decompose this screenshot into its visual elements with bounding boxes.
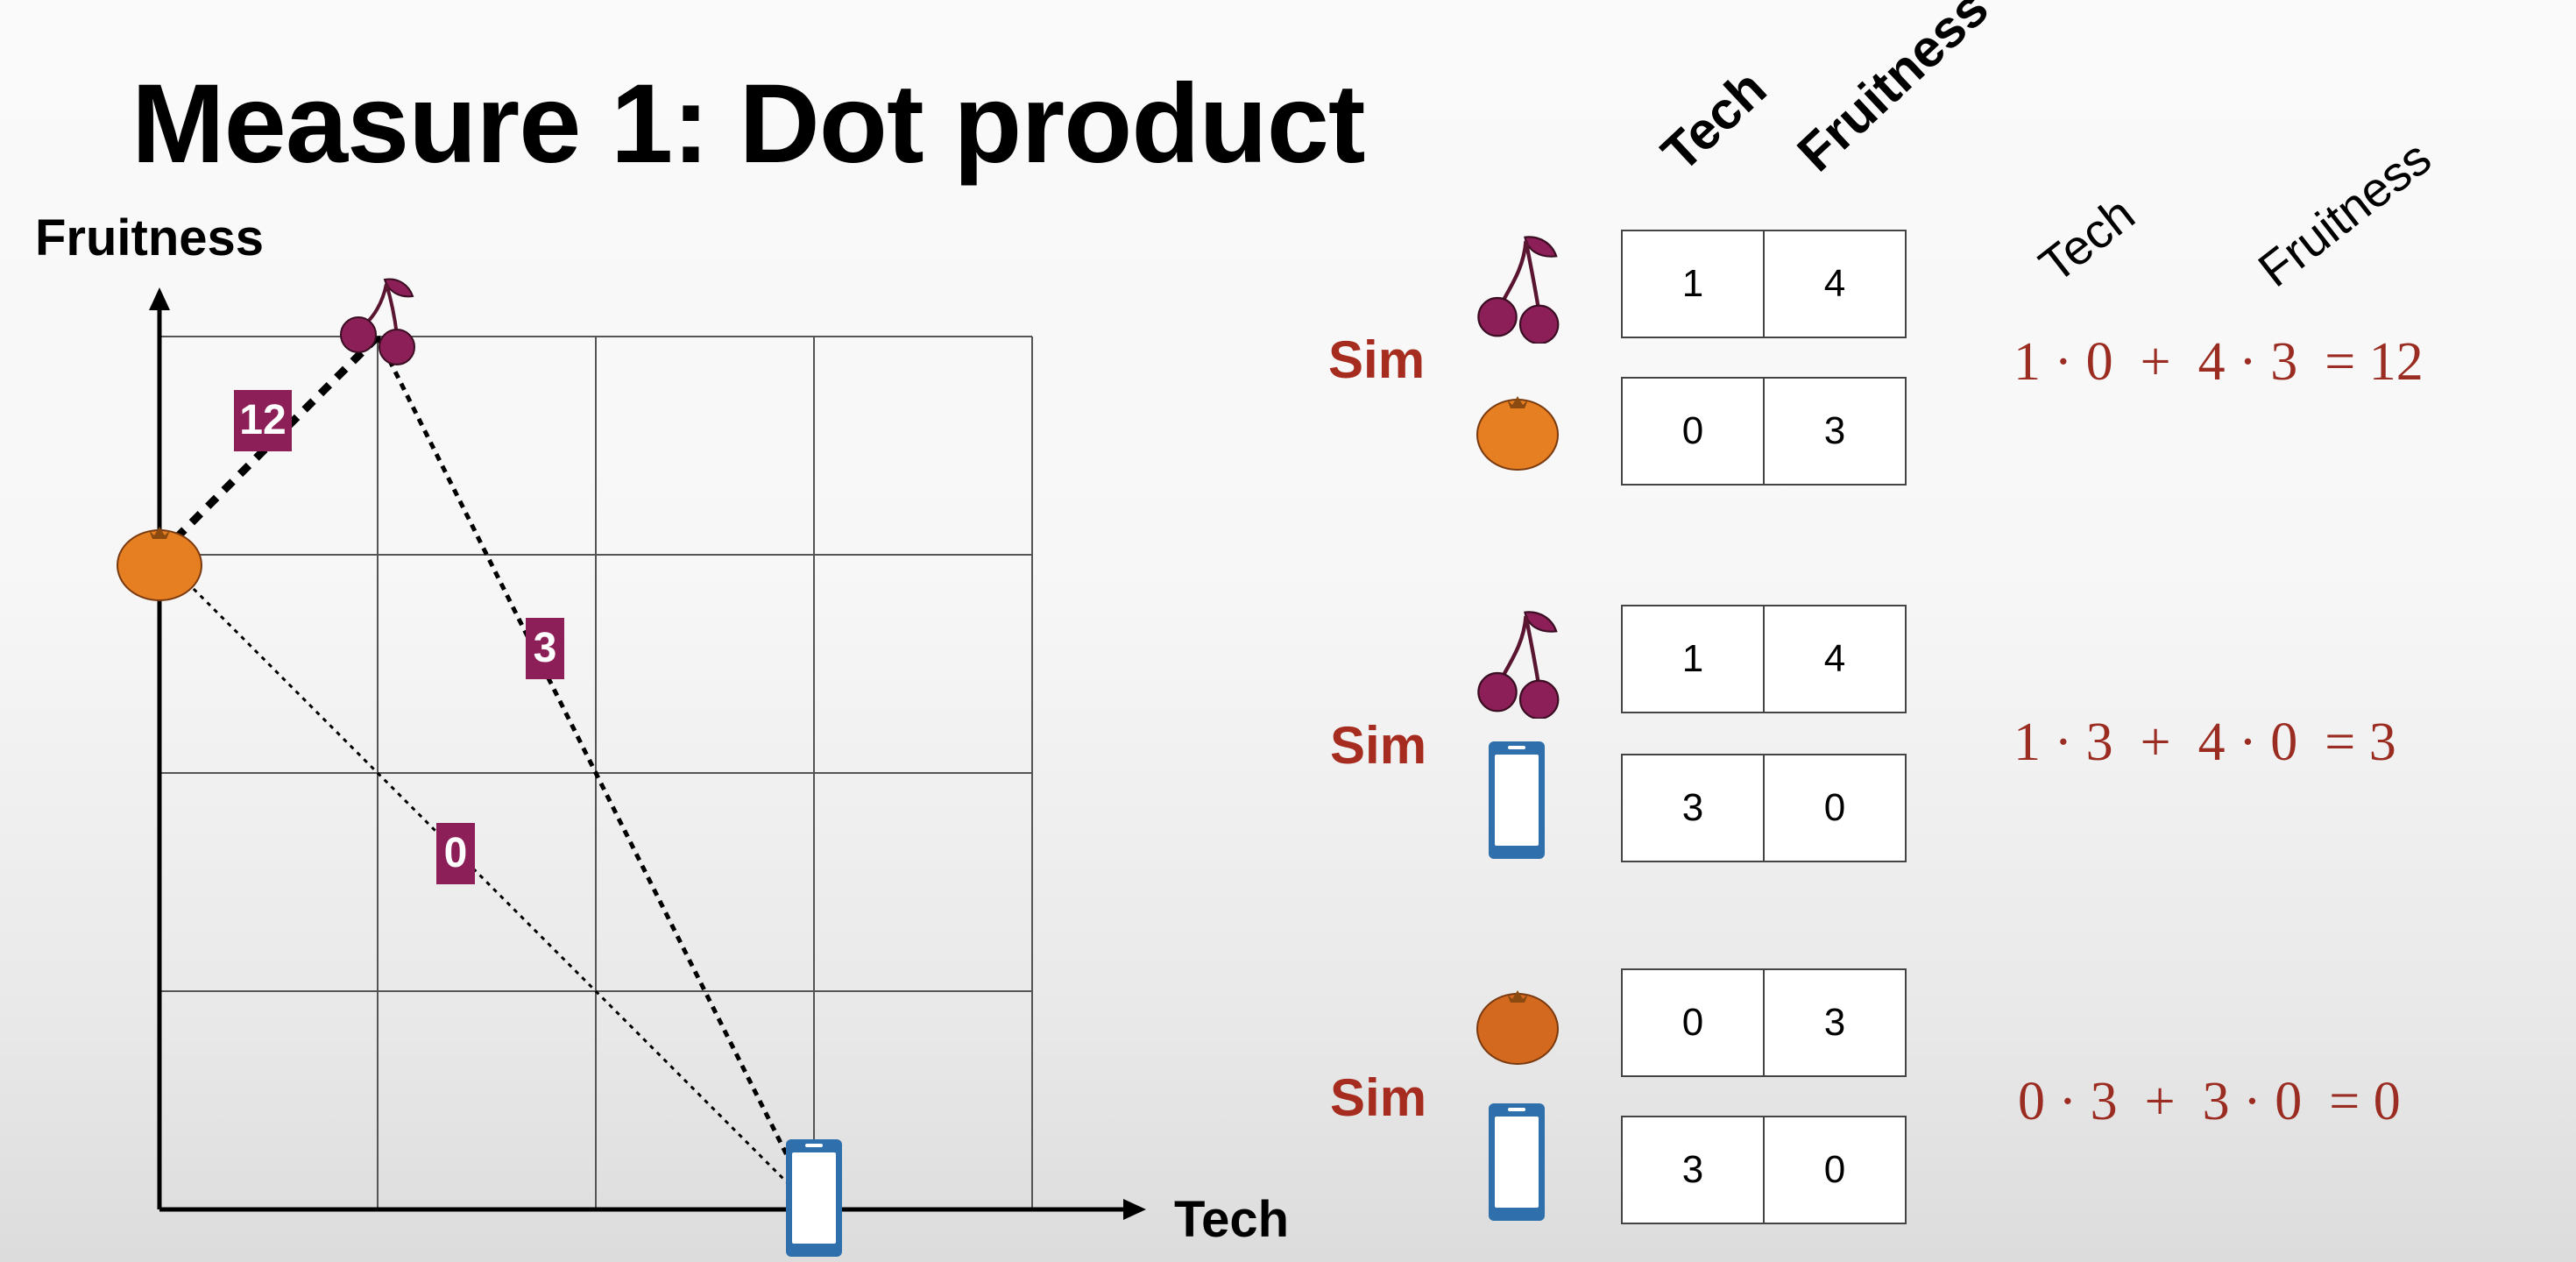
cherry-icon <box>1477 611 1560 719</box>
vector-row: 0 3 <box>1621 377 1907 486</box>
vector-cell-tech: 1 <box>1681 262 1704 305</box>
vector-row: 0 3 <box>1621 968 1907 1077</box>
vector-cell-fruitness: 3 <box>1763 379 1905 484</box>
vector-cell-tech: 1 <box>1681 637 1704 680</box>
similarity-edge <box>156 333 381 558</box>
vector-row: 1 4 <box>1621 605 1907 713</box>
orange-icon <box>1476 990 1559 1065</box>
x-axis-label: Tech <box>1174 1191 1290 1248</box>
phone-icon <box>786 1139 842 1257</box>
sim-label: Sim <box>1330 1068 1427 1127</box>
similarity-edge <box>158 553 816 1211</box>
vector-cell-fruitness: 4 <box>1763 231 1905 337</box>
orange-icon <box>117 527 202 601</box>
vector-cell-fruitness: 4 <box>1763 606 1905 712</box>
vector-cell-tech: 0 <box>1681 1001 1704 1044</box>
y-axis-label: Fruitness <box>35 209 265 266</box>
vector-cell-fruitness: 0 <box>1763 1117 1905 1223</box>
edge-label: 0 <box>436 823 475 884</box>
orange-icon <box>1476 396 1559 471</box>
dot-product-equation: 0 · 3 + 3 · 0 = 0 <box>2018 1072 2401 1131</box>
sim-label: Sim <box>1330 716 1427 775</box>
similarity-edge <box>375 335 817 1211</box>
x-axis-arrow <box>1123 1199 1146 1220</box>
dot-product-equation: 1 · 0 + 4 · 3 = 12 <box>2013 332 2424 392</box>
vector-cell-tech: 3 <box>1681 786 1704 829</box>
cherry-icon <box>1477 236 1560 344</box>
phone-icon <box>1489 741 1545 859</box>
vector-cell-fruitness: 3 <box>1763 970 1905 1075</box>
edge-label: 12 <box>234 390 292 451</box>
vector-row: 3 0 <box>1621 754 1907 862</box>
vector-cell-tech: 3 <box>1681 1148 1704 1191</box>
phone-icon <box>1489 1103 1545 1221</box>
sim-label: Sim <box>1328 330 1426 389</box>
dot-product-equation: 1 · 3 + 4 · 0 = 3 <box>2013 713 2396 772</box>
vector-cell-fruitness: 0 <box>1763 755 1905 861</box>
page-title: Measure 1: Dot product <box>131 61 1365 187</box>
vector-row: 1 4 <box>1621 230 1907 338</box>
y-axis-arrow <box>149 287 170 310</box>
vector-row: 3 0 <box>1621 1116 1907 1224</box>
edge-label: 3 <box>526 618 564 679</box>
vector-cell-tech: 0 <box>1681 409 1704 452</box>
cherry-icon <box>340 278 415 365</box>
